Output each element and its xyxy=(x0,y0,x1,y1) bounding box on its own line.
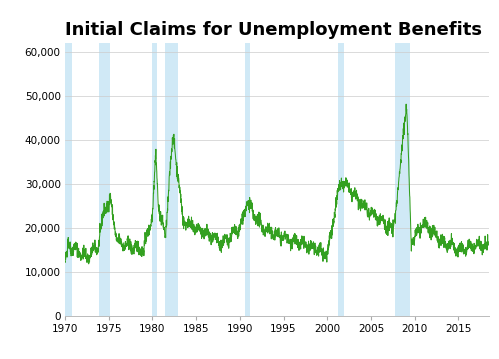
Bar xyxy=(395,43,410,316)
Bar xyxy=(64,43,72,316)
Text: Initial Claims for Unemployment Benefits: Initial Claims for Unemployment Benefits xyxy=(65,21,482,39)
Bar xyxy=(166,43,178,316)
Bar xyxy=(99,43,110,316)
Bar xyxy=(152,43,157,316)
Bar xyxy=(338,43,344,316)
Bar xyxy=(245,43,250,316)
